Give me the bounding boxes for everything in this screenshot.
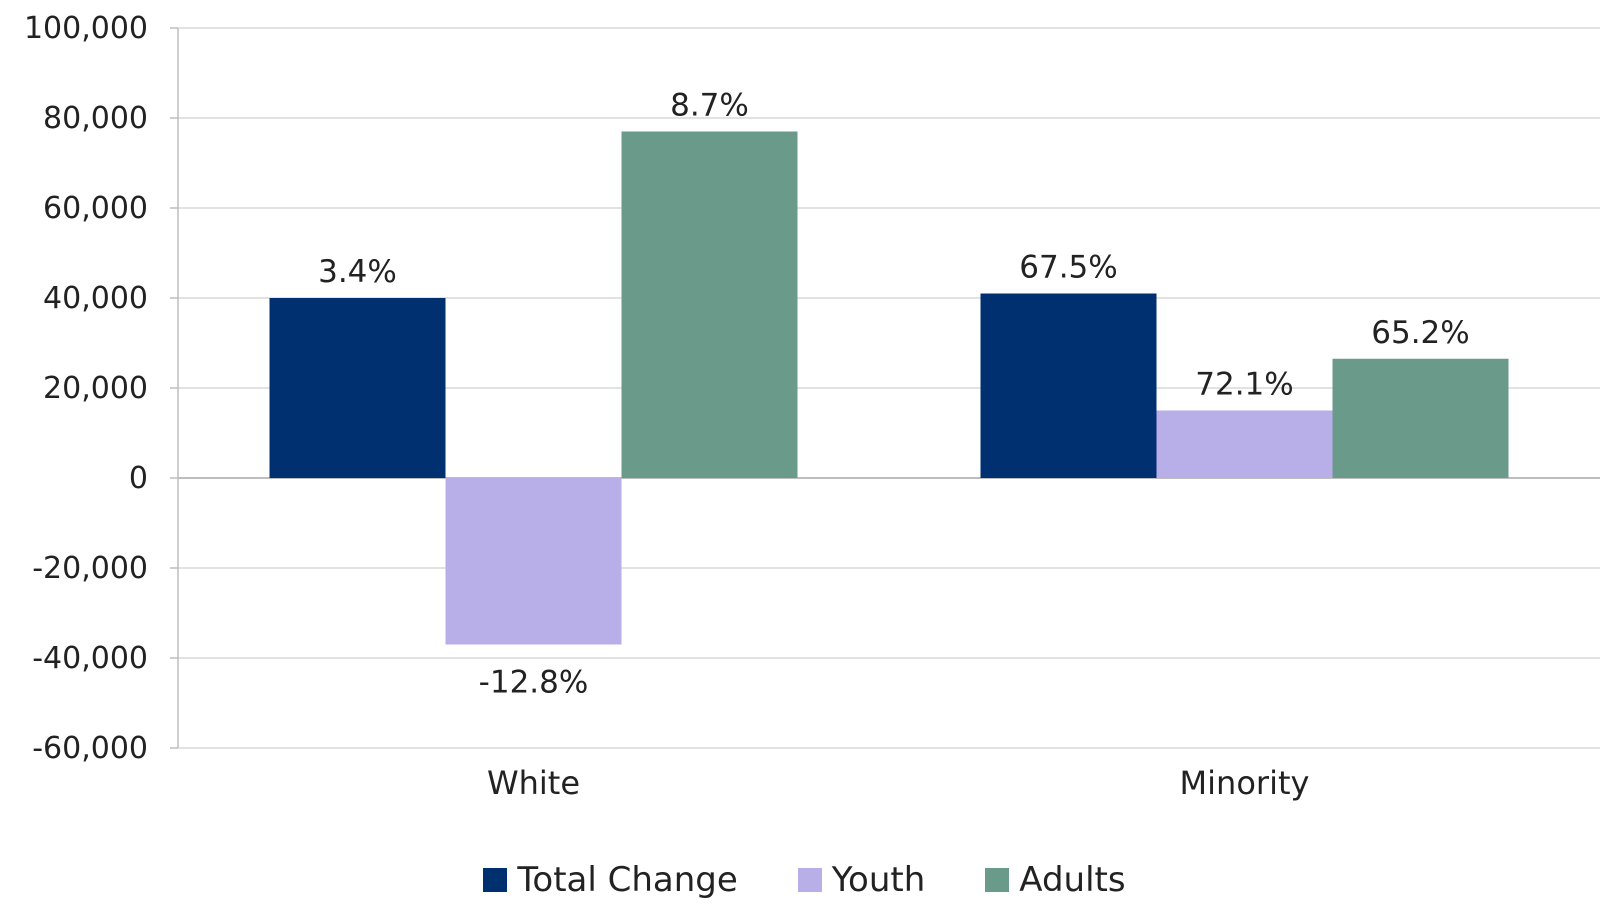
legend-label: Youth — [831, 860, 926, 900]
x-category-label: Minority — [1180, 764, 1310, 802]
x-category-label: White — [487, 764, 580, 802]
bar-chart: -60,000 -40,000 -20,000 0 20,000 40,000 60,000… — [24, 11, 1600, 802]
data-label: 8.7% — [670, 88, 749, 124]
legend: Total Change Youth Adults — [0, 860, 1609, 900]
y-tick-label: 0 — [129, 461, 148, 496]
data-label: 67.5% — [1019, 250, 1117, 286]
data-label: 65.2% — [1371, 315, 1469, 351]
y-tick-label: -20,000 — [32, 551, 148, 586]
legend-swatch — [797, 868, 822, 892]
y-tick-label: 100,000 — [24, 11, 148, 46]
bar-total-change — [269, 298, 446, 478]
data-label: 3.4% — [318, 254, 397, 290]
y-tick-label: -40,000 — [32, 641, 148, 676]
bar-youth — [1156, 410, 1333, 478]
y-tick-label: 80,000 — [43, 101, 148, 136]
legend-swatch — [985, 868, 1010, 892]
y-tick-label: 60,000 — [43, 191, 148, 226]
data-label: -12.8% — [479, 665, 589, 701]
bar-youth — [445, 478, 622, 645]
bars — [269, 131, 1509, 645]
legend-swatch — [483, 868, 508, 892]
y-tick-label: -60,000 — [32, 731, 148, 766]
y-tick-label: 40,000 — [43, 281, 148, 316]
legend-label: Adults — [1019, 860, 1126, 900]
bar-adults — [1332, 358, 1509, 478]
bar-total-change — [980, 293, 1157, 478]
axes: -60,000 -40,000 -20,000 0 20,000 40,000 60,000… — [24, 11, 1310, 802]
legend-item: Total Change — [483, 860, 738, 900]
bar-adults — [621, 131, 798, 478]
legend-item: Adults — [985, 860, 1126, 900]
data-label: 72.1% — [1195, 367, 1293, 403]
data-labels: 3.4% -12.8% 8.7% 67.5% 72.1% 65.2% — [318, 88, 1470, 701]
legend-item: Youth — [797, 860, 926, 900]
legend-label: Total Change — [517, 860, 738, 900]
y-tick-label: 20,000 — [43, 371, 148, 406]
